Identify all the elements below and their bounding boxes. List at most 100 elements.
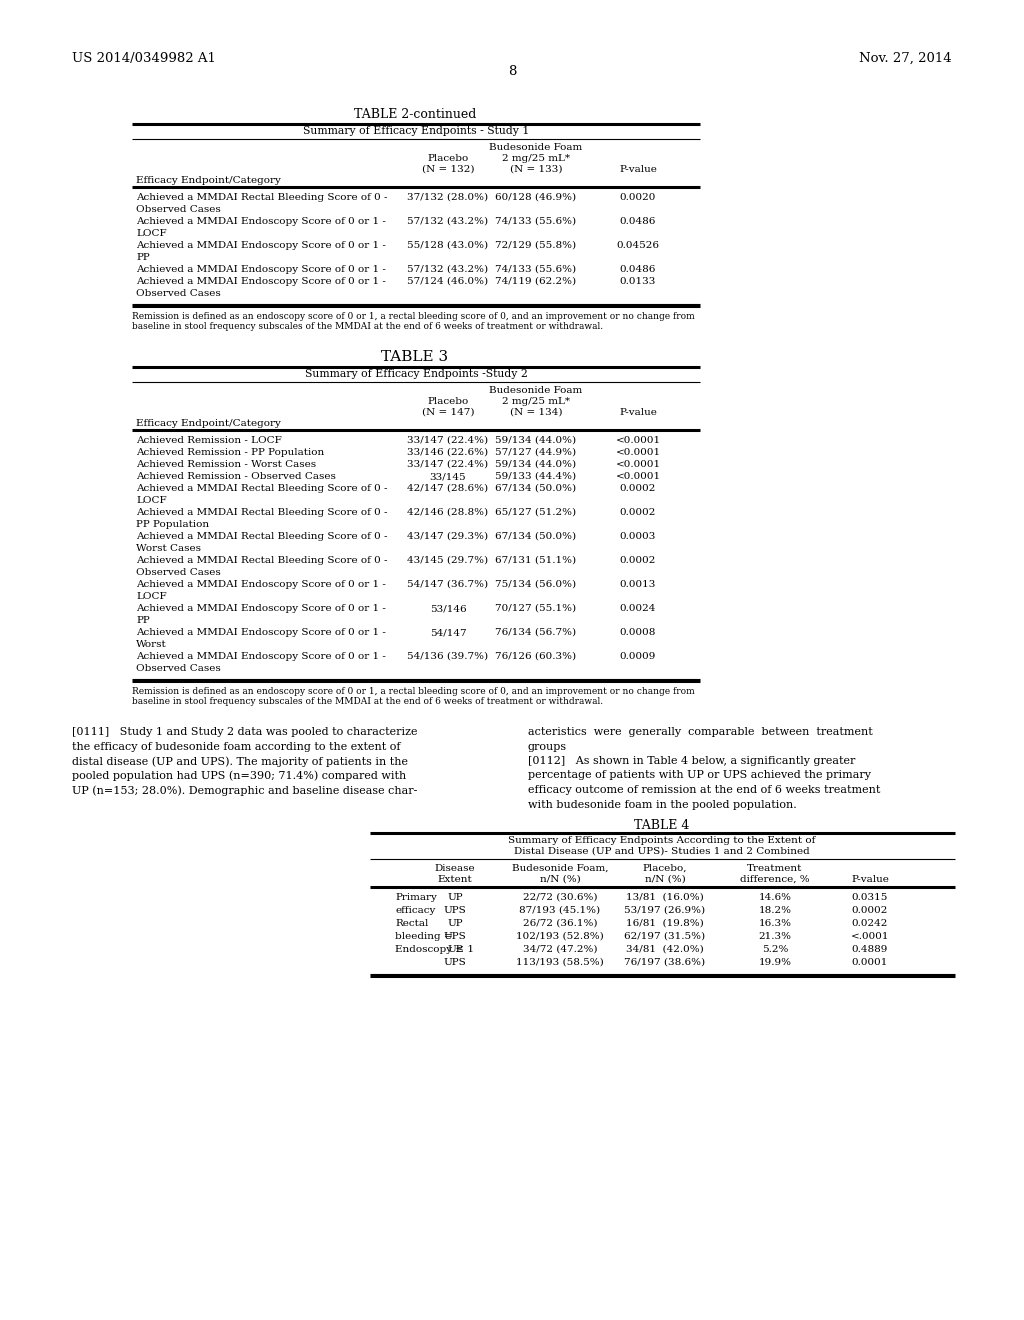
Text: Placebo: Placebo: [427, 397, 469, 407]
Text: 57/132 (43.2%): 57/132 (43.2%): [408, 265, 488, 275]
Text: 0.0009: 0.0009: [620, 652, 656, 661]
Text: Remission is defined as an endoscopy score of 0 or 1, a rectal bleeding score of: Remission is defined as an endoscopy sco…: [132, 686, 694, 696]
Text: Achieved a MMDAI Endoscopy Score of 0 or 1 -: Achieved a MMDAI Endoscopy Score of 0 or…: [136, 216, 386, 226]
Text: 2 mg/25 mL*: 2 mg/25 mL*: [502, 397, 570, 407]
Text: UP (n=153; 28.0%). Demographic and baseline disease char-: UP (n=153; 28.0%). Demographic and basel…: [72, 785, 418, 796]
Text: 65/127 (51.2%): 65/127 (51.2%): [496, 508, 577, 517]
Text: baseline in stool frequency subscales of the MMDAI at the end of 6 weeks of trea: baseline in stool frequency subscales of…: [132, 697, 603, 706]
Text: Extent: Extent: [437, 875, 472, 884]
Text: Observed Cases: Observed Cases: [136, 289, 221, 298]
Text: 0.0315: 0.0315: [852, 894, 888, 902]
Text: Achieved Remission - LOCF: Achieved Remission - LOCF: [136, 436, 282, 445]
Text: 0.04526: 0.04526: [616, 242, 659, 249]
Text: P-value: P-value: [620, 165, 657, 174]
Text: 54/147 (36.7%): 54/147 (36.7%): [408, 579, 488, 589]
Text: 62/197 (31.5%): 62/197 (31.5%): [625, 932, 706, 941]
Text: UP: UP: [447, 945, 463, 954]
Text: 75/134 (56.0%): 75/134 (56.0%): [496, 579, 577, 589]
Text: 8: 8: [508, 65, 516, 78]
Text: Budesonide Foam: Budesonide Foam: [489, 143, 583, 152]
Text: 74/133 (55.6%): 74/133 (55.6%): [496, 216, 577, 226]
Text: 102/193 (52.8%): 102/193 (52.8%): [516, 932, 604, 941]
Text: 19.9%: 19.9%: [759, 958, 792, 968]
Text: (N = 133): (N = 133): [510, 165, 562, 174]
Text: n/N (%): n/N (%): [645, 875, 685, 884]
Text: Achieved a MMDAI Rectal Bleeding Score of 0 -: Achieved a MMDAI Rectal Bleeding Score o…: [136, 193, 387, 202]
Text: Rectal: Rectal: [395, 919, 428, 928]
Text: 33/146 (22.6%): 33/146 (22.6%): [408, 447, 488, 457]
Text: P-value: P-value: [620, 408, 657, 417]
Text: TABLE 3: TABLE 3: [381, 350, 449, 364]
Text: 0.0024: 0.0024: [620, 605, 656, 612]
Text: 33/145: 33/145: [430, 473, 466, 480]
Text: 60/128 (46.9%): 60/128 (46.9%): [496, 193, 577, 202]
Text: UPS: UPS: [443, 906, 466, 915]
Text: TABLE 2-continued: TABLE 2-continued: [354, 108, 476, 121]
Text: pooled population had UPS (n=390; 71.4%) compared with: pooled population had UPS (n=390; 71.4%)…: [72, 771, 407, 781]
Text: 0.0008: 0.0008: [620, 628, 656, 638]
Text: UPS: UPS: [443, 932, 466, 941]
Text: Worst: Worst: [136, 640, 167, 649]
Text: 14.6%: 14.6%: [759, 894, 792, 902]
Text: P-value: P-value: [851, 875, 889, 884]
Text: Achieved a MMDAI Endoscopy Score of 0 or 1 -: Achieved a MMDAI Endoscopy Score of 0 or…: [136, 628, 386, 638]
Text: 53/146: 53/146: [430, 605, 466, 612]
Text: Summary of Efficacy Endpoints According to the Extent of: Summary of Efficacy Endpoints According …: [508, 836, 816, 845]
Text: Observed Cases: Observed Cases: [136, 568, 221, 577]
Text: 16/81  (19.8%): 16/81 (19.8%): [626, 919, 703, 928]
Text: 113/193 (58.5%): 113/193 (58.5%): [516, 958, 604, 968]
Text: LOCF: LOCF: [136, 496, 167, 506]
Text: TABLE 4: TABLE 4: [634, 818, 690, 832]
Text: <0.0001: <0.0001: [615, 436, 660, 445]
Text: 0.0013: 0.0013: [620, 579, 656, 589]
Text: Disease: Disease: [434, 865, 475, 873]
Text: Treatment: Treatment: [748, 865, 803, 873]
Text: baseline in stool frequency subscales of the MMDAI at the end of 6 weeks of trea: baseline in stool frequency subscales of…: [132, 322, 603, 331]
Text: Summary of Efficacy Endpoints -Study 2: Summary of Efficacy Endpoints -Study 2: [304, 370, 527, 379]
Text: PP: PP: [136, 253, 150, 261]
Text: 0.0020: 0.0020: [620, 193, 656, 202]
Text: Achieved a MMDAI Endoscopy Score of 0 or 1 -: Achieved a MMDAI Endoscopy Score of 0 or…: [136, 652, 386, 661]
Text: 53/197 (26.9%): 53/197 (26.9%): [625, 906, 706, 915]
Text: Efficacy Endpoint/Category: Efficacy Endpoint/Category: [136, 418, 281, 428]
Text: Efficacy Endpoint/Category: Efficacy Endpoint/Category: [136, 176, 281, 185]
Text: percentage of patients with UP or UPS achieved the primary: percentage of patients with UP or UPS ac…: [528, 771, 871, 780]
Text: 43/147 (29.3%): 43/147 (29.3%): [408, 532, 488, 541]
Text: 34/81  (42.0%): 34/81 (42.0%): [626, 945, 703, 954]
Text: PP Population: PP Population: [136, 520, 209, 529]
Text: the efficacy of budesonide foam according to the extent of: the efficacy of budesonide foam accordin…: [72, 742, 400, 751]
Text: efficacy outcome of remission at the end of 6 weeks treatment: efficacy outcome of remission at the end…: [528, 785, 881, 795]
Text: 42/147 (28.6%): 42/147 (28.6%): [408, 484, 488, 492]
Text: 54/147: 54/147: [430, 628, 466, 638]
Text: Budesonide Foam: Budesonide Foam: [489, 385, 583, 395]
Text: Achieved Remission - Worst Cases: Achieved Remission - Worst Cases: [136, 459, 316, 469]
Text: Observed Cases: Observed Cases: [136, 205, 221, 214]
Text: 33/147 (22.4%): 33/147 (22.4%): [408, 459, 488, 469]
Text: 76/134 (56.7%): 76/134 (56.7%): [496, 628, 577, 638]
Text: Distal Disease (UP and UPS)- Studies 1 and 2 Combined: Distal Disease (UP and UPS)- Studies 1 a…: [514, 847, 810, 855]
Text: 0.0002: 0.0002: [620, 556, 656, 565]
Text: 72/129 (55.8%): 72/129 (55.8%): [496, 242, 577, 249]
Text: LOCF: LOCF: [136, 591, 167, 601]
Text: 16.3%: 16.3%: [759, 919, 792, 928]
Text: 42/146 (28.8%): 42/146 (28.8%): [408, 508, 488, 517]
Text: UP: UP: [447, 919, 463, 928]
Text: Placebo: Placebo: [427, 154, 469, 162]
Text: 76/197 (38.6%): 76/197 (38.6%): [625, 958, 706, 968]
Text: 0.0001: 0.0001: [852, 958, 888, 968]
Text: efficacy: efficacy: [395, 906, 435, 915]
Text: 70/127 (55.1%): 70/127 (55.1%): [496, 605, 577, 612]
Text: Achieved a MMDAI Endoscopy Score of 0 or 1 -: Achieved a MMDAI Endoscopy Score of 0 or…: [136, 265, 386, 275]
Text: (N = 147): (N = 147): [422, 408, 474, 417]
Text: Achieved a MMDAI Rectal Bleeding Score of 0 -: Achieved a MMDAI Rectal Bleeding Score o…: [136, 556, 387, 565]
Text: 34/72 (47.2%): 34/72 (47.2%): [522, 945, 597, 954]
Text: 57/124 (46.0%): 57/124 (46.0%): [408, 277, 488, 286]
Text: 59/133 (44.4%): 59/133 (44.4%): [496, 473, 577, 480]
Text: [0112]   As shown in Table 4 below, a significantly greater: [0112] As shown in Table 4 below, a sign…: [528, 756, 855, 766]
Text: 0.0002: 0.0002: [620, 508, 656, 517]
Text: <0.0001: <0.0001: [615, 473, 660, 480]
Text: acteristics  were  generally  comparable  between  treatment: acteristics were generally comparable be…: [528, 727, 872, 737]
Text: (N = 132): (N = 132): [422, 165, 474, 174]
Text: distal disease (UP and UPS). The majority of patients in the: distal disease (UP and UPS). The majorit…: [72, 756, 408, 767]
Text: Placebo,: Placebo,: [643, 865, 687, 873]
